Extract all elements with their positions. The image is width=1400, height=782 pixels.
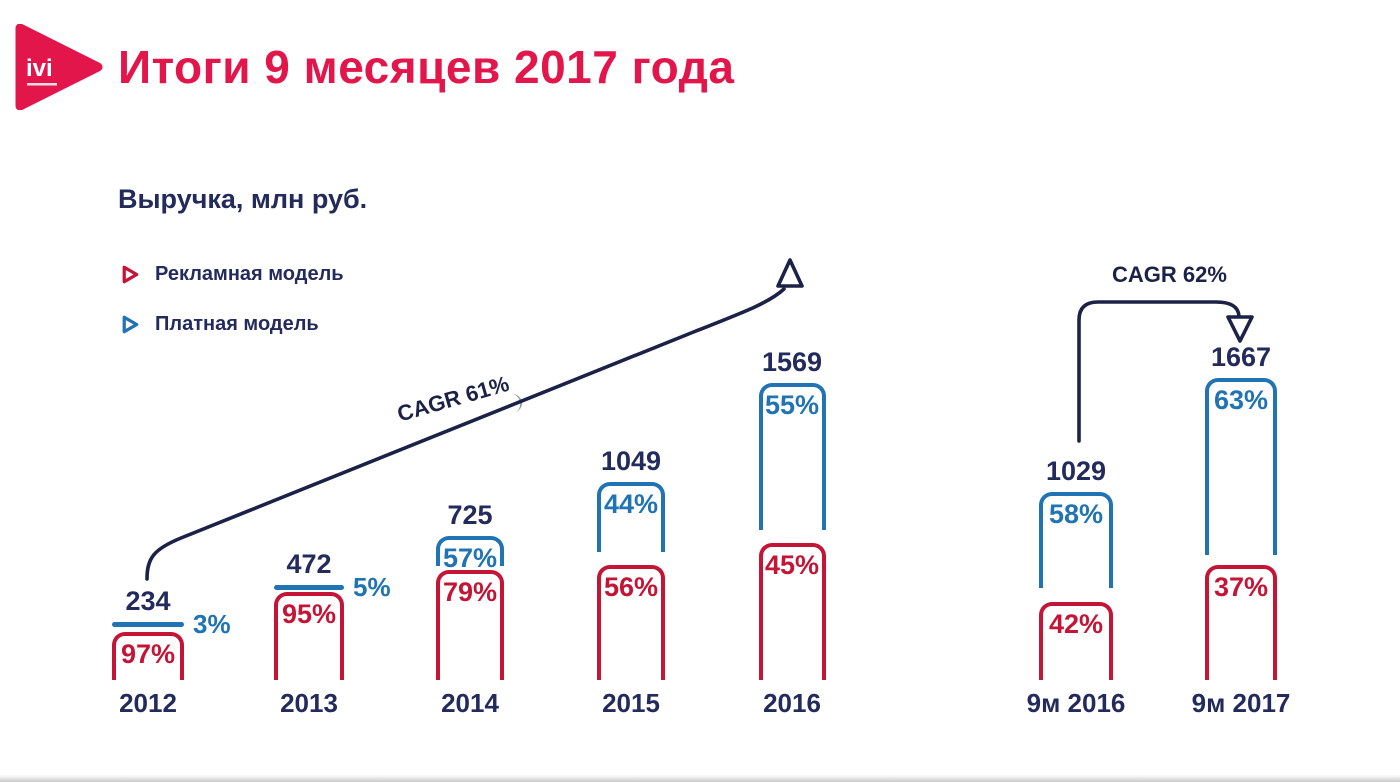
bar-category-label: 9м 2016 [1026, 688, 1126, 718]
cagr-61-label: CAGR 61% [394, 370, 512, 427]
legend-item-advertising: Рекламная модель [118, 263, 344, 286]
bar-segment-advertising: 79% [436, 570, 504, 680]
bar-segment-paid: 57% [436, 536, 504, 573]
play-outline-blue-icon [122, 315, 139, 334]
bar-segment-advertising: 37% [1205, 565, 1277, 680]
bar-segment-paid: 63% [1205, 378, 1277, 555]
bar-category-label: 2013 [280, 688, 338, 718]
bar-category-label: 2016 [763, 688, 821, 718]
paid-percent-label: 57% [442, 543, 498, 573]
chart-subtitle: Выручка, млн руб. [118, 184, 368, 214]
logo-text: ivi [26, 55, 53, 82]
bar-category-label: 2015 [602, 688, 660, 718]
cagr-62-arrowhead-icon [1226, 315, 1254, 343]
play-outline-red-icon [122, 265, 139, 284]
cagr-62-label: CAGR 62% [1112, 262, 1227, 287]
cagr-61-arrowhead-icon [776, 258, 804, 288]
bar-segment-advertising: 45% [758, 543, 826, 680]
advertising-percent-label: 95% [281, 599, 337, 629]
slide-title: Итоги 9 месяцев 2017 года [118, 41, 735, 93]
bar-segment-paid [112, 622, 184, 627]
bar-segment-paid [274, 585, 344, 590]
bar-segment-advertising: 42% [1039, 602, 1113, 680]
bar-total-label: 1029 [1045, 456, 1107, 486]
bar-total-label: 1569 [761, 347, 823, 377]
paid-percent-label: 44% [603, 489, 659, 519]
advertising-percent-label: 42% [1048, 609, 1104, 639]
bar-category-label: 2014 [441, 688, 499, 718]
paid-percent-label: 3% [193, 608, 231, 639]
bar-segment-paid: 55% [758, 383, 826, 530]
bar-segment-advertising: 97% [112, 632, 184, 680]
ivi-logo: ivi [15, 24, 103, 110]
bar-segment-paid: 58% [1039, 492, 1113, 588]
legend-item-paid: Платная модель [118, 313, 319, 336]
bar-segment-advertising: 56% [597, 565, 665, 680]
bar-category-label: 9м 2017 [1191, 688, 1291, 718]
advertising-percent-label: 37% [1213, 572, 1269, 602]
legend-label-advertising: Рекламная модель [155, 263, 344, 285]
bar-total-label: 1667 [1210, 342, 1272, 372]
paid-percent-label: 58% [1048, 499, 1104, 529]
bar-total-label: 1049 [600, 446, 662, 476]
slide-bottom-edge [0, 775, 1400, 782]
advertising-percent-label: 79% [442, 577, 498, 607]
advertising-percent-label: 56% [603, 572, 659, 602]
bar-total-label: 725 [447, 500, 493, 530]
arrow-artifact-mark [506, 392, 524, 414]
legend-label-paid: Платная модель [155, 313, 319, 335]
paid-percent-label: 63% [1213, 385, 1269, 415]
advertising-percent-label: 45% [764, 550, 820, 580]
paid-percent-label: 55% [764, 390, 820, 420]
bar-category-label: 2012 [119, 688, 177, 718]
bar-segment-paid: 44% [597, 482, 665, 552]
bar-total-label: 472 [286, 549, 332, 579]
bar-segment-advertising: 95% [274, 592, 344, 680]
advertising-percent-label: 97% [120, 639, 176, 669]
bar-total-label: 234 [125, 586, 171, 616]
